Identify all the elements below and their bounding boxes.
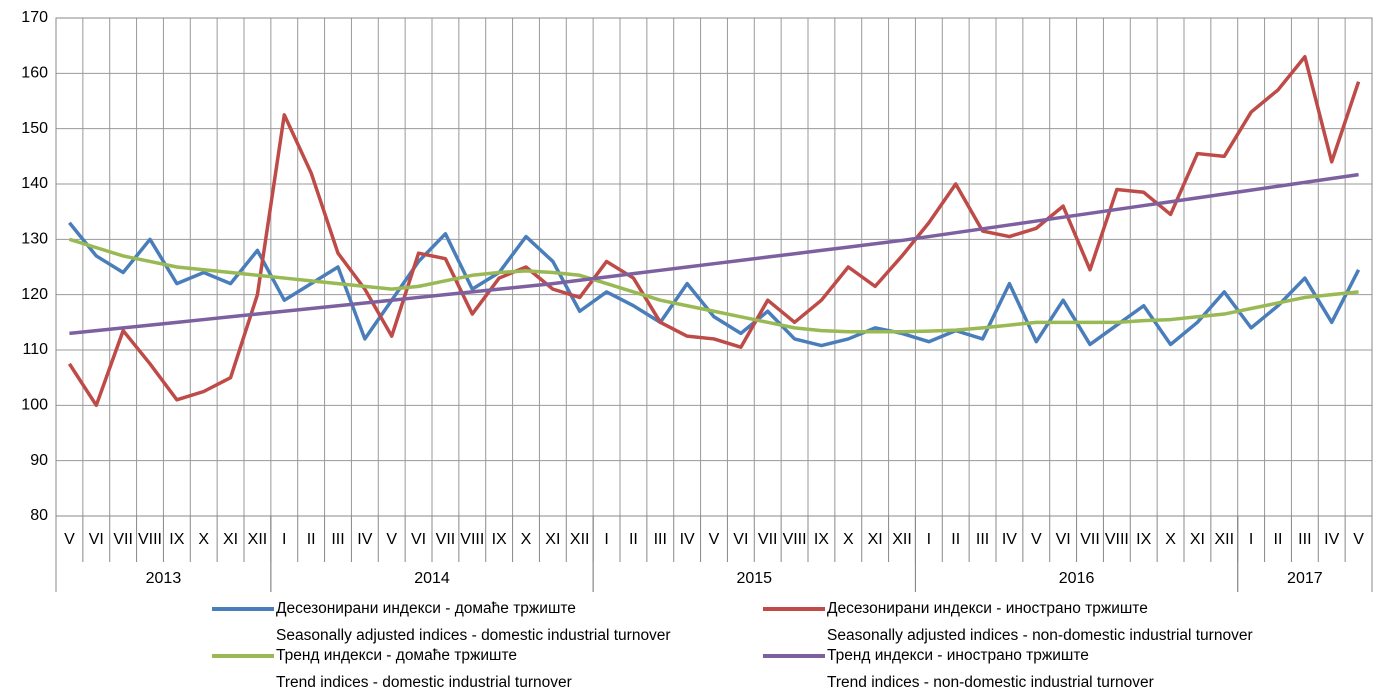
series-line <box>68 221 1361 348</box>
x-tick-label: IX <box>1136 531 1151 548</box>
legend-label: Тренд индекси - домаће тржиште <box>276 647 517 664</box>
x-tick-label: III <box>654 531 667 548</box>
x-tick-label: VI <box>411 531 426 548</box>
x-tick-label: VI <box>89 531 104 548</box>
x-tick-label: IX <box>492 531 507 548</box>
x-tick-label: IX <box>169 531 184 548</box>
legend-label-en: Trend indices - domestic industrial turn… <box>276 674 572 691</box>
x-tick-label: X <box>521 531 532 548</box>
x-tick-label: II <box>307 531 316 548</box>
x-tick-label: VIII <box>138 531 162 548</box>
x-tick-label: III <box>976 531 989 548</box>
x-tick-label: V <box>709 531 720 548</box>
y-tick-label: 130 <box>21 231 48 248</box>
legend-label-en: Trend indices - non-domestic industrial … <box>827 674 1154 691</box>
x-tick-label: VII <box>113 531 133 548</box>
x-tick-label: III <box>331 531 344 548</box>
series-line <box>69 172 1359 336</box>
legend-label: Десезонирани индекси - иностранo тржиште <box>827 600 1148 617</box>
x-tick-label: XI <box>868 531 883 548</box>
y-tick-label: 150 <box>21 120 48 137</box>
y-tick-label: 160 <box>21 65 48 82</box>
legend-label: Тренд индекси - иностранo тржиште <box>827 647 1089 664</box>
group-label: 2015 <box>736 570 772 587</box>
x-tick-label: IV <box>1002 531 1017 548</box>
x-tick-label: IV <box>680 531 695 548</box>
x-tick-label: XII <box>892 531 912 548</box>
x-tick-label: XI <box>545 531 560 548</box>
y-tick-label: 120 <box>21 286 48 303</box>
y-tick-label: 170 <box>21 9 48 26</box>
series-line <box>67 54 1361 408</box>
x-tick-label: II <box>629 531 638 548</box>
group-label: 2016 <box>1059 570 1095 587</box>
x-tick-label: X <box>198 531 209 548</box>
y-tick-label: 110 <box>22 341 48 358</box>
x-tick-label: VIII <box>783 531 807 548</box>
x-tick-label: V <box>1031 531 1042 548</box>
x-tick-label: XII <box>570 531 590 548</box>
x-tick-label: IV <box>1324 531 1339 548</box>
x-tick-label: V <box>64 531 75 548</box>
y-tick-label: 140 <box>21 175 48 192</box>
x-tick-label: X <box>843 531 854 548</box>
x-tick-label: XI <box>223 531 238 548</box>
x-tick-label: I <box>282 531 286 548</box>
x-tick-label: XII <box>248 531 268 548</box>
x-tick-label: VIII <box>460 531 484 548</box>
x-tick-label: I <box>927 531 931 548</box>
x-tick-label: XI <box>1190 531 1205 548</box>
group-label: 2014 <box>414 570 450 587</box>
x-tick-label: II <box>951 531 960 548</box>
x-tick-label: I <box>604 531 608 548</box>
legend-label-en: Seasonally adjusted indices - non-domest… <box>827 627 1253 644</box>
legend-label-en: Seasonally adjusted indices - domestic i… <box>276 627 671 644</box>
x-tick-label: VII <box>758 531 778 548</box>
x-tick-label: V <box>1353 531 1364 548</box>
series-line <box>68 237 1359 334</box>
x-tick-label: VII <box>436 531 456 548</box>
group-label: 2013 <box>146 570 182 587</box>
x-tick-label: VIII <box>1105 531 1129 548</box>
x-tick-label: X <box>1165 531 1176 548</box>
x-tick-label: II <box>1274 531 1283 548</box>
x-tick-label: III <box>1298 531 1311 548</box>
x-tick-label: VII <box>1080 531 1100 548</box>
legend-label: Десезонирани индекси - домаће тржиште <box>276 600 576 617</box>
x-tick-label: V <box>386 531 397 548</box>
x-tick-label: I <box>1249 531 1253 548</box>
x-tick-label: VI <box>1056 531 1071 548</box>
x-tick-label: VI <box>733 531 748 548</box>
y-tick-label: 80 <box>30 507 48 524</box>
x-tick-label: IV <box>357 531 372 548</box>
x-tick-label: IX <box>814 531 829 548</box>
x-tick-label: XII <box>1215 531 1235 548</box>
y-tick-label: 100 <box>21 397 48 414</box>
plot-frame <box>55 17 1373 517</box>
group-label: 2017 <box>1287 570 1323 587</box>
legend: Десезонирани индекси - домаће тржиште Sea… <box>212 600 1253 691</box>
y-tick-label: 90 <box>30 452 48 469</box>
